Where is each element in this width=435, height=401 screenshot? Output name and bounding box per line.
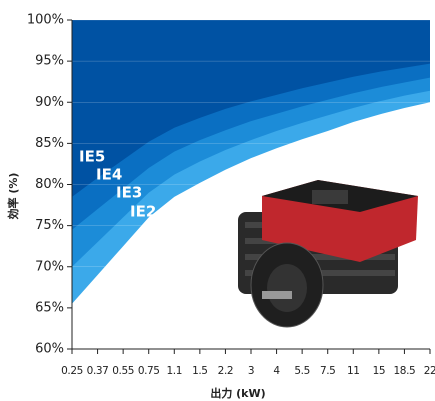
y-tick-label: 65% bbox=[35, 300, 64, 315]
y-tick-label: 100% bbox=[27, 13, 64, 28]
x-tick-label: 22 bbox=[424, 365, 435, 377]
y-axis-label: 効率 (%) bbox=[6, 173, 20, 220]
x-tick-label: 0.75 bbox=[138, 365, 160, 377]
x-tick-label: 1.1 bbox=[167, 365, 183, 377]
y-tick-label: 90% bbox=[35, 95, 64, 110]
y-tick-label: 85% bbox=[35, 136, 64, 151]
x-tick-label: 0.37 bbox=[87, 365, 109, 377]
series-label: IE3 bbox=[116, 184, 142, 202]
x-tick-label: 0.25 bbox=[61, 365, 83, 377]
x-tick-label: 0.55 bbox=[112, 365, 134, 377]
x-tick-label: 3 bbox=[248, 365, 254, 377]
x-axis-label: 出力 (kW) bbox=[210, 386, 265, 400]
motor-image bbox=[238, 180, 418, 328]
series-label: IE4 bbox=[96, 166, 122, 184]
x-tick-label: 4 bbox=[273, 365, 280, 377]
motor-panel bbox=[312, 190, 348, 204]
x-tick-label: 2.2 bbox=[218, 365, 234, 377]
y-tick-label: 60% bbox=[35, 342, 64, 357]
x-tick-label: 7.5 bbox=[320, 365, 336, 377]
series-label: IE2 bbox=[130, 203, 156, 221]
x-tick-label: 18.5 bbox=[394, 365, 416, 377]
y-tick-label: 75% bbox=[35, 218, 64, 233]
series-label: IE5 bbox=[79, 148, 105, 166]
motor-face bbox=[267, 264, 307, 312]
area bbox=[72, 20, 430, 197]
x-tick-label: 15 bbox=[373, 365, 386, 377]
y-tick-label: 80% bbox=[35, 177, 64, 192]
x-tick-label: 11 bbox=[347, 365, 360, 377]
y-tick-label: 70% bbox=[35, 259, 64, 274]
x-tick-label: 5.5 bbox=[294, 365, 310, 377]
motor-shaft bbox=[262, 291, 292, 299]
y-tick-label: 95% bbox=[35, 54, 64, 69]
motor-fin bbox=[245, 254, 395, 260]
x-tick-label: 1.5 bbox=[192, 365, 208, 377]
